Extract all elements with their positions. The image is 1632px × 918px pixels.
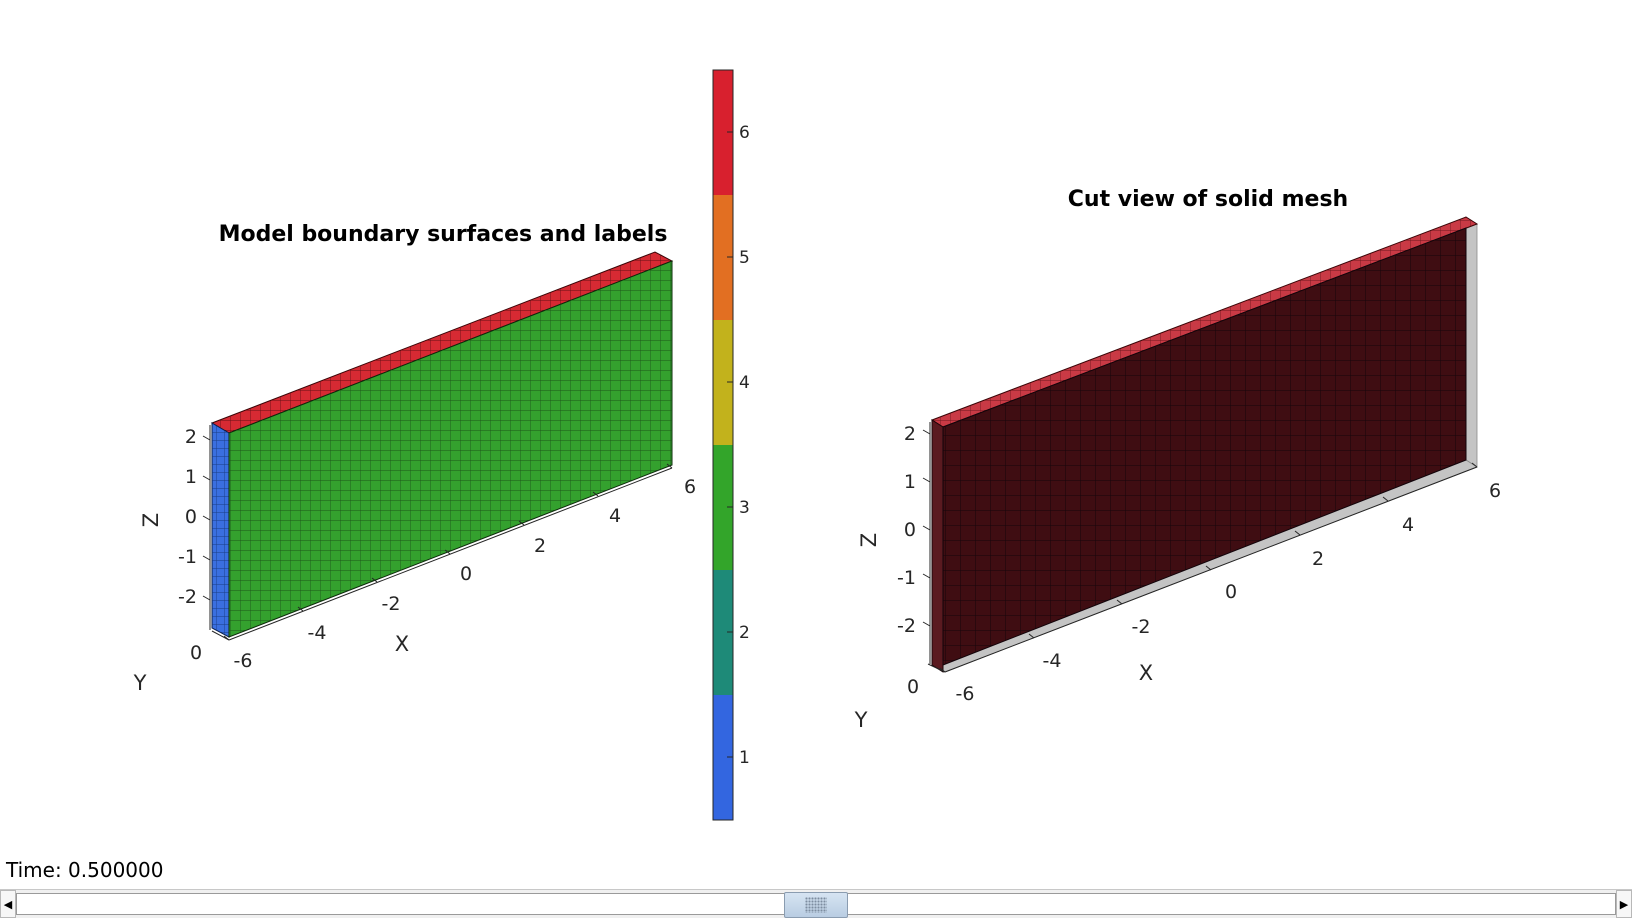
left-z-tick-label: -2 bbox=[178, 586, 197, 608]
right-z-tick-label: 1 bbox=[904, 471, 916, 493]
grip-icon bbox=[805, 897, 827, 913]
colorbar-tick-label: 6 bbox=[739, 123, 750, 143]
right-x-axis-label: X bbox=[1139, 661, 1153, 685]
right-side-face bbox=[931, 419, 944, 673]
left-z-tick-label: -1 bbox=[178, 546, 197, 568]
colorbar-segment-5 bbox=[713, 195, 733, 320]
colorbar-segment-1 bbox=[713, 695, 733, 820]
left-x-tick-label: -6 bbox=[234, 650, 253, 672]
right-x-tick-label: 6 bbox=[1489, 480, 1501, 502]
left-x-tick-label: -4 bbox=[308, 622, 327, 644]
left-x-ticks bbox=[223, 463, 673, 641]
colorbar-segment-3 bbox=[713, 445, 733, 570]
right-x-tick-label: -6 bbox=[956, 683, 975, 705]
left-x-tick-label: 4 bbox=[609, 505, 621, 527]
scroll-left-button[interactable]: ◀ bbox=[0, 890, 16, 918]
colorbar: 6 5 4 3 2 1 bbox=[712, 69, 750, 821]
scrollbar-thumb[interactable] bbox=[784, 892, 848, 918]
left-x-tick-label: -2 bbox=[382, 593, 401, 615]
right-shadow-side bbox=[1465, 216, 1478, 468]
left-z-tick-label: 1 bbox=[185, 466, 197, 488]
colorbar-tick-label: 5 bbox=[739, 248, 750, 268]
right-x-tick-label: 2 bbox=[1312, 548, 1324, 570]
left-x-axis-label: X bbox=[395, 632, 409, 656]
left-top-face-grid bbox=[212, 252, 672, 433]
left-plot: Model boundary surfaces and labels -6 -4… bbox=[133, 222, 696, 695]
colorbar-segment-6 bbox=[713, 70, 733, 195]
right-y-tick-label: 0 bbox=[907, 676, 919, 698]
right-y-axis-label: Y bbox=[854, 708, 868, 732]
right-arrow-icon: ▶ bbox=[1619, 897, 1629, 911]
left-arrow-icon: ◀ bbox=[3, 897, 13, 911]
scrollbar-track[interactable] bbox=[16, 892, 1616, 918]
colorbar-tick-label: 3 bbox=[739, 498, 750, 518]
colorbar-frame bbox=[712, 69, 734, 821]
right-z-ticks bbox=[922, 429, 931, 627]
left-z-tick-label: 0 bbox=[185, 506, 197, 528]
right-x-tick-label: 0 bbox=[1225, 581, 1237, 603]
left-plot-title: Model boundary surfaces and labels bbox=[219, 222, 668, 247]
right-z-tick-label: 0 bbox=[904, 519, 916, 541]
left-x-tick-label: 0 bbox=[460, 563, 472, 585]
left-x-tick-label: 2 bbox=[534, 535, 546, 557]
colorbar-segment-4 bbox=[713, 320, 733, 445]
left-z-tick-label: 2 bbox=[185, 426, 197, 448]
right-top-face-grid bbox=[932, 217, 1477, 427]
left-front-face-grid bbox=[229, 261, 672, 637]
scroll-right-button[interactable]: ▶ bbox=[1616, 890, 1632, 918]
colorbar-ticks bbox=[727, 131, 733, 758]
left-y-axis-label: Y bbox=[133, 671, 147, 695]
colorbar-tick-label: 2 bbox=[739, 623, 750, 643]
colorbar-tick-label: 1 bbox=[739, 748, 750, 768]
left-x-axis bbox=[228, 467, 673, 641]
left-x-tick-label: 6 bbox=[684, 476, 696, 498]
colorbar-segment-2 bbox=[713, 570, 733, 695]
right-x-ticks bbox=[939, 462, 1478, 673]
right-z-tick-label: -2 bbox=[897, 615, 916, 637]
right-x-tick-label: -4 bbox=[1043, 650, 1062, 672]
colorbar-tick-label: 4 bbox=[739, 373, 750, 393]
right-z-tick-label: 2 bbox=[904, 423, 916, 445]
right-plot: Cut view of solid mesh -6 -4 -2 0 2 4 6 … bbox=[854, 187, 1501, 732]
left-y-axis bbox=[211, 630, 230, 641]
left-y-tick-label: 0 bbox=[190, 642, 202, 664]
right-x-tick-label: -2 bbox=[1132, 616, 1151, 638]
right-z-tick-label: -1 bbox=[897, 567, 916, 589]
right-plot-title: Cut view of solid mesh bbox=[1068, 187, 1348, 212]
left-side-face-grid bbox=[212, 423, 229, 637]
time-readout: Time: 0.500000 bbox=[6, 858, 164, 882]
right-z-axis-label: Z bbox=[857, 533, 881, 547]
left-z-ticks bbox=[202, 435, 211, 601]
left-z-axis-label: Z bbox=[139, 513, 163, 527]
right-y-axis bbox=[927, 663, 946, 673]
right-front-face-grid bbox=[943, 228, 1466, 665]
time-scrollbar[interactable]: ◀ ▶ bbox=[0, 889, 1632, 918]
right-x-tick-label: 4 bbox=[1402, 514, 1414, 536]
